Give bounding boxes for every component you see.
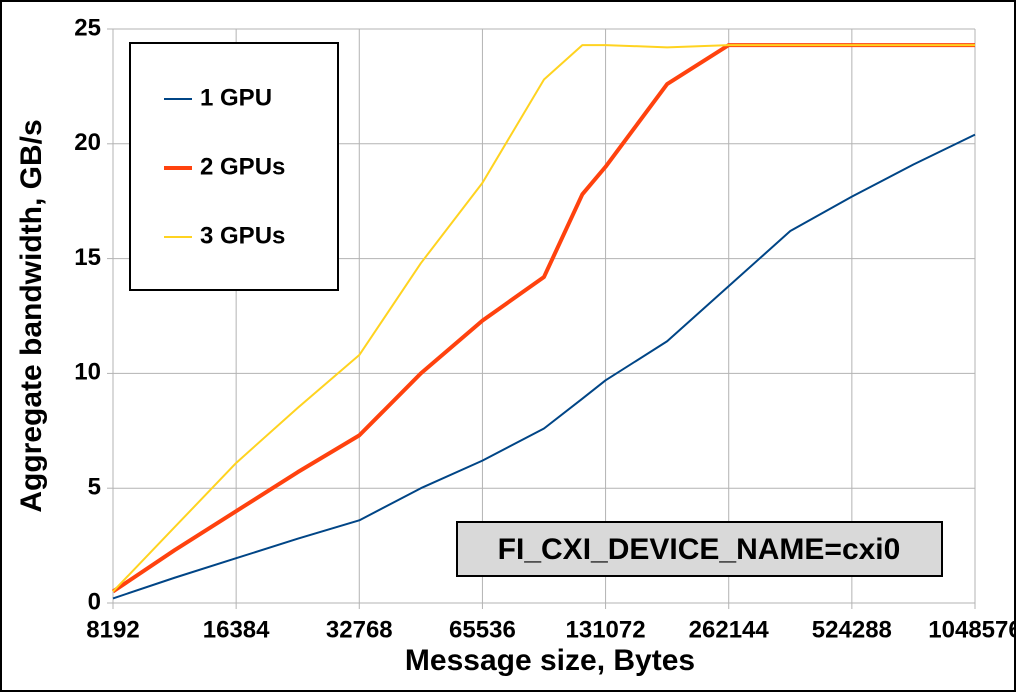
y-axis-title: Aggregate bandwidth, GB/s	[15, 119, 48, 512]
series-line	[112, 133, 976, 600]
annotation-box	[456, 521, 943, 577]
x-tick-label: 524288	[812, 616, 892, 643]
x-tick-label: 32768	[326, 616, 393, 643]
x-tick-label: 1048576	[928, 616, 1016, 643]
x-tick-label: 16384	[203, 616, 270, 643]
lines	[111, 43, 976, 600]
y-tick-label: 5	[88, 474, 101, 501]
y-tick-label: 0	[88, 588, 101, 615]
legend-label: 1 GPU	[200, 84, 272, 111]
legend-label: 3 GPUs	[200, 222, 285, 249]
legend-label: 2 GPUs	[200, 153, 285, 180]
y-tick-label: 15	[74, 244, 101, 271]
annotation: FI_CXI_DEVICE_NAME=cxi0	[498, 533, 901, 566]
y-tick-label: 25	[74, 14, 101, 41]
x-axis-title: Message size, Bytes	[405, 644, 695, 677]
y-tick-label: 10	[74, 359, 101, 386]
legend-box	[129, 42, 339, 291]
x-tick-label: 8192	[86, 616, 139, 643]
x-tick-label: 262144	[689, 616, 770, 643]
y-tick-label: 20	[74, 129, 101, 156]
x-tick-label: 65536	[449, 616, 516, 643]
series-line	[112, 44, 975, 593]
x-tick-label: 131072	[566, 616, 646, 643]
